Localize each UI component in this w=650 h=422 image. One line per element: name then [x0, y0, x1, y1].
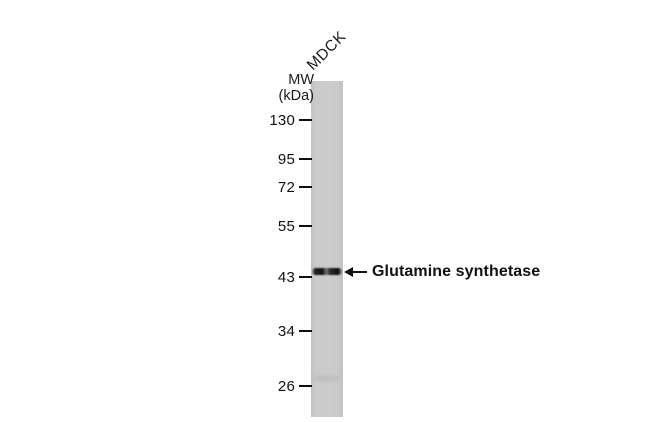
mw-axis-title-line2: (kDa) — [278, 87, 314, 104]
faint-background-band — [312, 376, 342, 381]
mw-tick-icon — [299, 185, 312, 189]
mw-marker-43: 43 — [246, 268, 312, 286]
left-arrow-icon — [344, 267, 367, 278]
mw-tick-icon — [299, 329, 312, 333]
mw-marker-label: 95 — [277, 150, 295, 168]
mw-marker-95: 95 — [246, 150, 312, 168]
mw-marker-55: 55 — [246, 217, 312, 235]
mw-axis-title: MW (kDa) — [256, 72, 314, 104]
mw-marker-label: 72 — [277, 178, 295, 196]
mw-marker-130: 130 — [246, 111, 312, 129]
band-annotation-label: Glutamine synthetase — [372, 263, 541, 280]
mw-tick-icon — [299, 224, 312, 228]
mw-tick-icon — [299, 384, 312, 388]
mw-tick-icon — [299, 157, 312, 161]
mw-marker-label: 26 — [277, 377, 295, 395]
mw-marker-26: 26 — [246, 377, 312, 395]
arrow-shaft — [351, 270, 367, 274]
mw-tick-icon — [299, 118, 312, 122]
mw-axis-title-line1: MW — [288, 72, 314, 88]
mw-marker-label: 34 — [277, 322, 295, 340]
band-annotation: Glutamine synthetase — [344, 262, 540, 282]
mw-marker-34: 34 — [246, 322, 312, 340]
mw-marker-label: 55 — [277, 217, 295, 235]
gel-lane — [311, 81, 343, 417]
arrow-head — [344, 267, 353, 277]
mw-tick-icon — [299, 275, 312, 279]
lane-label-mdck: MDCK — [303, 28, 350, 74]
mw-marker-72: 72 — [246, 178, 312, 196]
mw-marker-label: 43 — [277, 268, 295, 286]
mw-marker-label: 130 — [269, 111, 295, 129]
protein-band — [312, 267, 342, 275]
